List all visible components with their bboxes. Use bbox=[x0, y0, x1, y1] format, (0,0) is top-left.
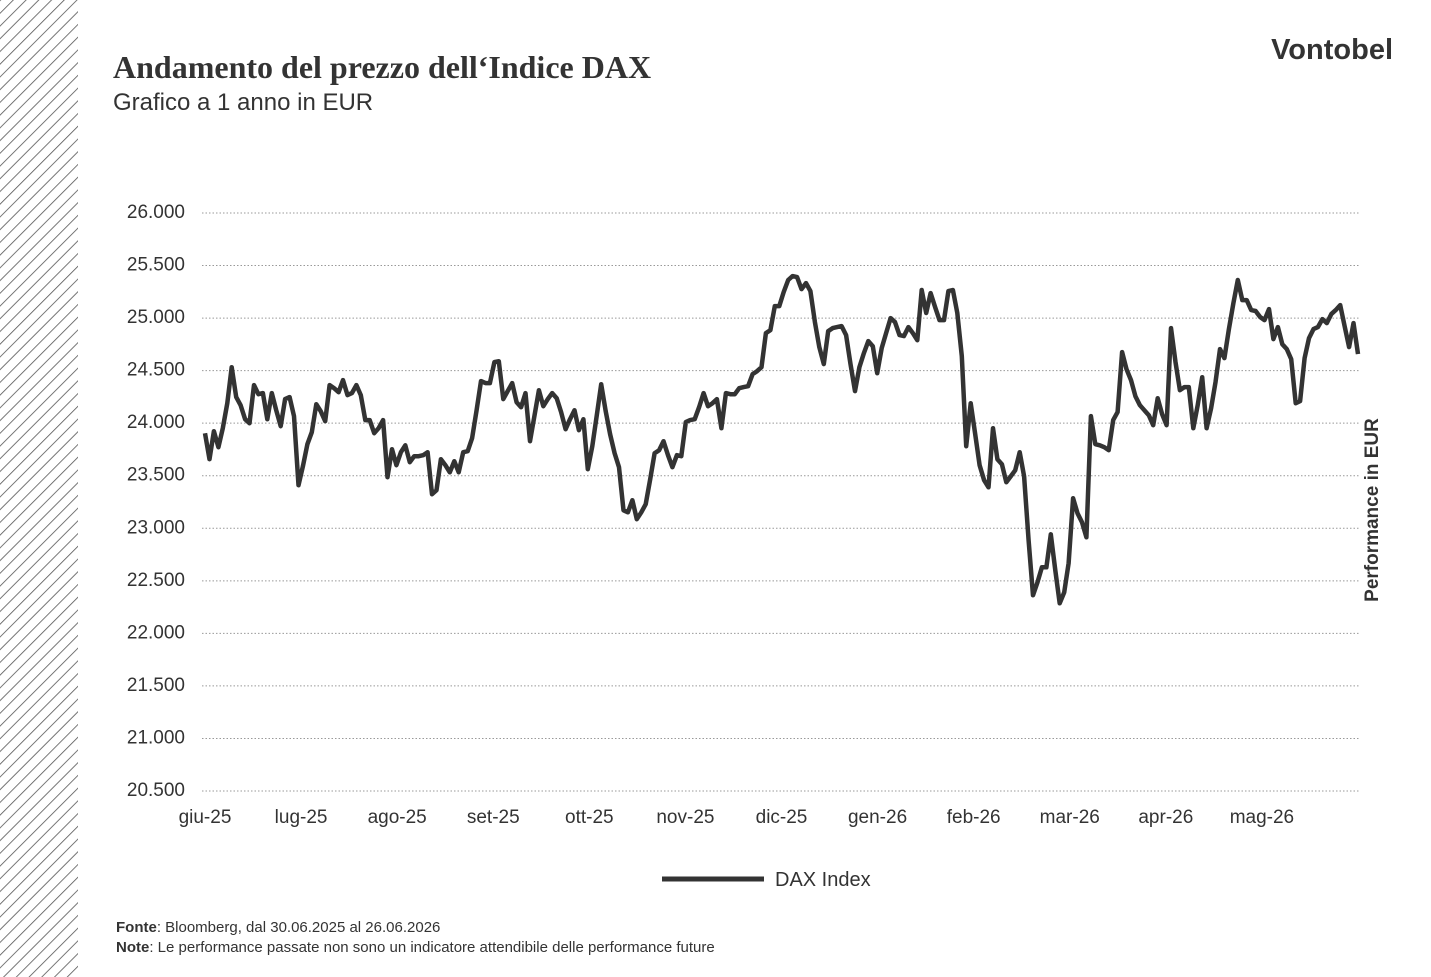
y-tick-label: 22.000 bbox=[127, 622, 185, 643]
note-label: Note bbox=[116, 939, 149, 956]
y-axis-label: Performance in EUR bbox=[1362, 418, 1383, 602]
note-text: : Le performance passate non sono un ind… bbox=[149, 939, 714, 956]
footer-source: Fonte: Bloomberg, dal 30.06.2025 al 26.0… bbox=[116, 919, 440, 936]
x-tick-label: gen-26 bbox=[848, 807, 907, 828]
x-tick-label: ago-25 bbox=[368, 807, 427, 828]
y-tick-label: 20.500 bbox=[127, 780, 185, 801]
x-tick-label: mar-26 bbox=[1040, 807, 1100, 828]
chart-title: Andamento del prezzo dell‘Indice DAX bbox=[113, 49, 651, 85]
hatch-strip bbox=[0, 0, 78, 977]
y-tick-label: 23.500 bbox=[127, 465, 185, 486]
chart-subtitle: Grafico a 1 anno in EUR bbox=[113, 89, 373, 116]
x-tick-label: dic-25 bbox=[756, 807, 808, 828]
x-tick-label: mag-26 bbox=[1230, 807, 1294, 828]
x-tick-label: set-25 bbox=[467, 807, 520, 828]
x-tick-label: lug-25 bbox=[275, 807, 328, 828]
x-tick-label: ott-25 bbox=[565, 807, 614, 828]
plot: 20.500 21.000 21.500 22.000 22.500 23.000 23.5… bbox=[127, 202, 1361, 828]
x-tick-label: nov-25 bbox=[656, 807, 714, 828]
source-label: Fonte bbox=[116, 919, 157, 936]
y-tick-label: 25.500 bbox=[127, 255, 185, 276]
y-tick-label: 23.000 bbox=[127, 517, 185, 538]
y-tick-label: 21.000 bbox=[127, 727, 185, 748]
data-line bbox=[202, 273, 1361, 606]
footer-note: Note: Le performance passate non sono un… bbox=[116, 939, 715, 956]
y-tick-label: 24.000 bbox=[127, 412, 185, 433]
y-tick-label: 21.500 bbox=[127, 675, 185, 696]
y-tick-label: 25.000 bbox=[127, 307, 185, 328]
source-text: : Bloomberg, dal 30.06.2025 al 26.06.202… bbox=[157, 919, 441, 936]
x-tick-label: giu-25 bbox=[179, 807, 232, 828]
legend-label: DAX Index bbox=[775, 869, 871, 891]
logo: Vontobel bbox=[1271, 34, 1393, 66]
y-tick-label: 22.500 bbox=[127, 570, 185, 591]
y-tick-label: 26.000 bbox=[127, 202, 185, 223]
y-tick-label: 24.500 bbox=[127, 360, 185, 381]
x-tick-label: apr-26 bbox=[1138, 807, 1193, 828]
x-tick-label: feb-26 bbox=[947, 807, 1001, 828]
